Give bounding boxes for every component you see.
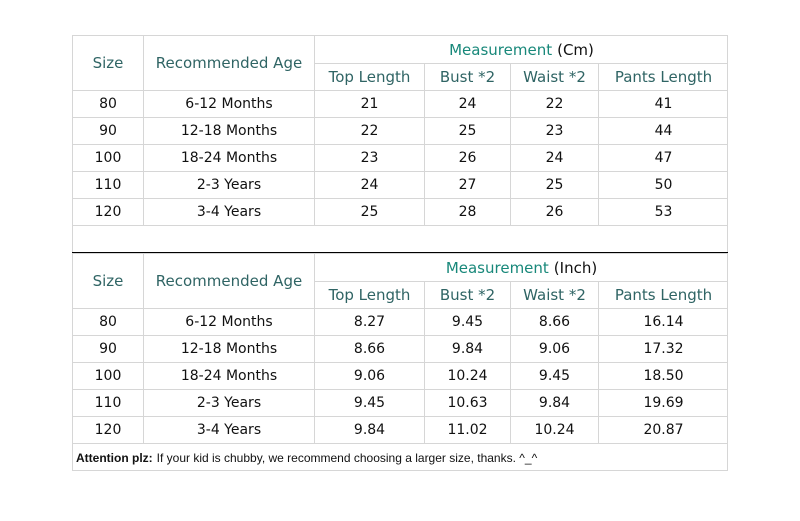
data-cell: 9.06	[510, 335, 598, 362]
header-cell: Bust *2	[424, 63, 510, 90]
group-unit: (Cm)	[557, 40, 594, 59]
data-cell: 26	[510, 198, 598, 225]
data-cell: 10.24	[510, 416, 598, 443]
data-cell: 20.87	[598, 416, 728, 443]
data-cell: 50	[598, 171, 728, 198]
note-label: Attention plz:	[76, 450, 153, 465]
data-cell: 110	[72, 389, 143, 416]
header-cell: Recommended Age	[143, 35, 314, 90]
header-cell: Recommended Age	[143, 253, 314, 308]
header-cell: Top Length	[314, 281, 424, 308]
data-cell: 6-12 Months	[143, 90, 314, 117]
data-cell: 110	[72, 171, 143, 198]
data-cell: 9.84	[510, 389, 598, 416]
data-cell: 24	[424, 90, 510, 117]
data-cell: 12-18 Months	[143, 335, 314, 362]
group-title: Measurement	[449, 40, 553, 59]
header-cell: Top Length	[314, 63, 424, 90]
data-cell: 22	[510, 90, 598, 117]
data-cell: 25	[424, 117, 510, 144]
data-cell: 80	[72, 90, 143, 117]
data-cell: 9.45	[510, 362, 598, 389]
data-cell: 26	[424, 144, 510, 171]
data-cell: 47	[598, 144, 728, 171]
data-cell: 41	[598, 90, 728, 117]
data-cell: 9.45	[424, 308, 510, 335]
data-cell: 18-24 Months	[143, 144, 314, 171]
data-cell: 8.66	[510, 308, 598, 335]
data-cell: 22	[314, 117, 424, 144]
data-cell: 100	[72, 144, 143, 171]
data-cell: 25	[314, 198, 424, 225]
data-cell: 25	[510, 171, 598, 198]
data-cell: 16.14	[598, 308, 728, 335]
header-cell: Waist *2	[510, 63, 598, 90]
data-cell: 120	[72, 198, 143, 225]
data-cell: 11.02	[424, 416, 510, 443]
header-cell: Pants Length	[598, 63, 728, 90]
header-cell: Pants Length	[598, 281, 728, 308]
note: Attention plz: If your kid is chubby, we…	[72, 443, 728, 471]
data-cell: 18.50	[598, 362, 728, 389]
group-header: Measurement (Cm)	[314, 35, 728, 63]
data-cell: 90	[72, 335, 143, 362]
data-cell: 44	[598, 117, 728, 144]
header-cell: Size	[72, 35, 143, 90]
blank-row	[72, 225, 728, 252]
data-cell: 100	[72, 362, 143, 389]
data-cell: 2-3 Years	[143, 171, 314, 198]
header-cell: Size	[72, 253, 143, 308]
data-cell: 9.06	[314, 362, 424, 389]
group-unit: (Inch)	[553, 258, 598, 277]
data-cell: 9.84	[424, 335, 510, 362]
data-cell: 3-4 Years	[143, 416, 314, 443]
data-cell: 80	[72, 308, 143, 335]
data-cell: 18-24 Months	[143, 362, 314, 389]
data-cell: 24	[314, 171, 424, 198]
data-cell: 6-12 Months	[143, 308, 314, 335]
group-header: Measurement (Inch)	[314, 253, 728, 281]
data-cell: 8.66	[314, 335, 424, 362]
data-cell: 19.69	[598, 389, 728, 416]
data-cell: 9.45	[314, 389, 424, 416]
data-cell: 24	[510, 144, 598, 171]
data-cell: 3-4 Years	[143, 198, 314, 225]
group-title: Measurement	[445, 258, 549, 277]
data-cell: 10.24	[424, 362, 510, 389]
header-cell: Bust *2	[424, 281, 510, 308]
data-cell: 23	[510, 117, 598, 144]
data-cell: 9.84	[314, 416, 424, 443]
data-cell: 90	[72, 117, 143, 144]
data-cell: 21	[314, 90, 424, 117]
data-cell: 27	[424, 171, 510, 198]
data-cell: 120	[72, 416, 143, 443]
note-text: If your kid is chubby, we recommend choo…	[156, 450, 538, 465]
data-cell: 17.32	[598, 335, 728, 362]
header-cell: Waist *2	[510, 281, 598, 308]
data-cell: 10.63	[424, 389, 510, 416]
data-cell: 28	[424, 198, 510, 225]
data-cell: 2-3 Years	[143, 389, 314, 416]
data-cell: 12-18 Months	[143, 117, 314, 144]
data-cell: 8.27	[314, 308, 424, 335]
data-cell: 23	[314, 144, 424, 171]
data-cell: 53	[598, 198, 728, 225]
